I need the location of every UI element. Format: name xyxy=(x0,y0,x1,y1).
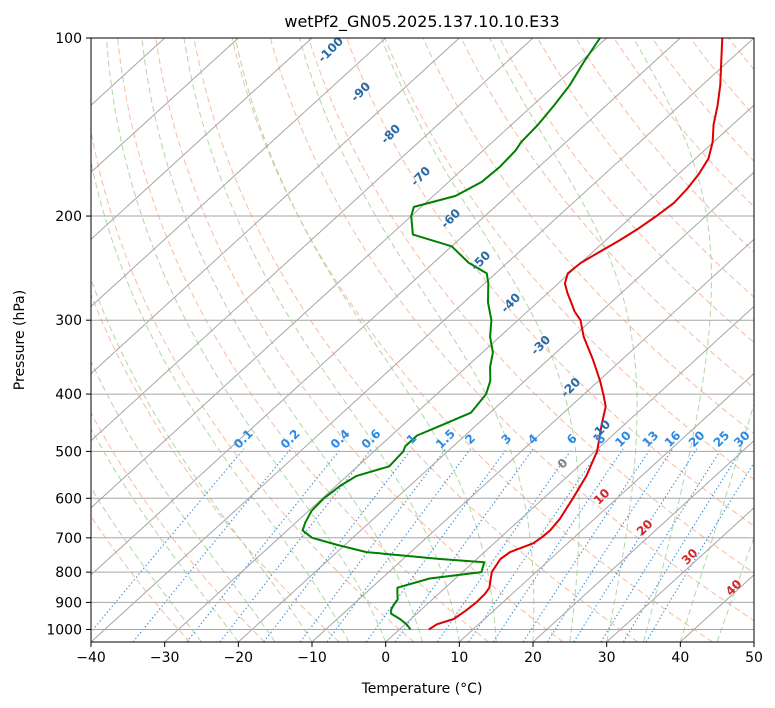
moist-adiabat xyxy=(91,427,239,642)
isotherm-line xyxy=(91,38,681,576)
mixing-ratio-line xyxy=(299,448,447,642)
mixing-ratio-line xyxy=(492,448,624,642)
moist-adiabat xyxy=(91,360,276,642)
isotherm-line xyxy=(91,38,608,509)
mixing-ratio-line xyxy=(600,448,722,642)
mixing-ratio-line xyxy=(91,448,245,633)
mixing-ratio-line xyxy=(263,448,413,642)
dry-adiabat xyxy=(231,38,713,642)
y-tick-label: 1000 xyxy=(46,622,82,638)
isotherm-line xyxy=(91,38,460,375)
isotherm-line xyxy=(91,38,239,173)
moist-adiabat xyxy=(183,38,460,642)
x-tick-label: −10 xyxy=(297,650,327,666)
moist-adiabat xyxy=(141,38,423,642)
y-tick-label: 100 xyxy=(55,31,82,47)
mixing-ratio-line xyxy=(573,448,698,642)
y-tick-label: 200 xyxy=(55,209,82,225)
dry-adiabat xyxy=(269,38,754,622)
x-tick-label: 10 xyxy=(450,650,468,666)
mixing-ratio-line xyxy=(436,448,573,642)
y-tick-label: 500 xyxy=(55,444,82,460)
isotherm-line xyxy=(532,439,754,642)
isotherm-line xyxy=(91,38,313,241)
dewpoint-line xyxy=(301,38,601,631)
moist-adiabat xyxy=(679,402,754,642)
mixing-ratio-line xyxy=(219,448,372,642)
dry-adiabat xyxy=(155,38,564,642)
x-tick-label: 40 xyxy=(671,650,689,666)
x-axis-label: Temperature (°C) xyxy=(361,681,483,697)
mixing-ratio-line xyxy=(622,448,743,642)
dry-adiabat xyxy=(193,38,639,642)
moist-adiabat xyxy=(91,486,202,642)
y-tick-label: 400 xyxy=(55,387,82,403)
y-tick-label: 800 xyxy=(55,565,82,581)
moist-adiabat xyxy=(106,38,387,642)
isotherm-line xyxy=(311,238,754,642)
mixing-ratio-line xyxy=(132,448,292,642)
mixing-ratio-line xyxy=(394,448,534,642)
dry-adiabat xyxy=(91,293,340,642)
isotherm-line xyxy=(237,171,754,642)
moist-adiabat xyxy=(489,38,638,642)
x-tick-label: −20 xyxy=(224,650,254,666)
chart-title: wetPf2_GN05.2025.137.10.10.E33 xyxy=(284,12,559,32)
dry-adiabat xyxy=(498,38,754,344)
isotherm-line xyxy=(91,38,534,442)
isotherm-line xyxy=(458,372,754,642)
y-tick-label: 600 xyxy=(55,491,82,507)
mixing-ratio-label: 36 xyxy=(752,428,774,450)
y-tick-label: 900 xyxy=(55,595,82,611)
isotherm-line xyxy=(606,507,754,642)
y-tick-label: 300 xyxy=(55,313,82,329)
x-tick-label: −30 xyxy=(150,650,180,666)
temperature-line xyxy=(428,38,724,631)
dry-adiabat xyxy=(384,38,754,481)
plot-frame xyxy=(90,37,755,643)
x-tick-label: 50 xyxy=(745,650,763,666)
mixing-ratio-line xyxy=(186,448,342,642)
moist-adiabat xyxy=(298,38,535,642)
isotherm-line xyxy=(385,305,754,642)
x-tick-label: 0 xyxy=(381,650,390,666)
mixing-ratio-line xyxy=(468,448,601,642)
y-axis-label: Pressure (hPa) xyxy=(12,290,28,390)
dry-adiabat xyxy=(91,411,265,642)
dry-adiabat xyxy=(308,38,754,574)
isotherm-line xyxy=(91,38,387,308)
chart-series xyxy=(301,38,724,631)
moist-adiabat xyxy=(633,38,712,642)
moist-adiabat xyxy=(234,38,497,642)
x-tick-label: 20 xyxy=(524,650,542,666)
chart-grid xyxy=(91,38,754,642)
chart-axes: −40 −30 −20 −10 0 10 20 30 40 50 100 200 300 400 500 60… xyxy=(46,31,763,666)
dry-adiabat xyxy=(460,38,754,389)
dry-adiabat xyxy=(537,38,754,298)
dry-adiabat xyxy=(91,128,415,642)
dry-adiabat xyxy=(422,38,754,435)
x-tick-label: 30 xyxy=(598,650,616,666)
x-tick-label: −40 xyxy=(76,650,106,666)
isotherm-line xyxy=(91,38,754,642)
y-tick-label: 700 xyxy=(55,531,82,547)
moist-adiabat xyxy=(91,159,350,642)
isotherm-line xyxy=(164,104,754,642)
